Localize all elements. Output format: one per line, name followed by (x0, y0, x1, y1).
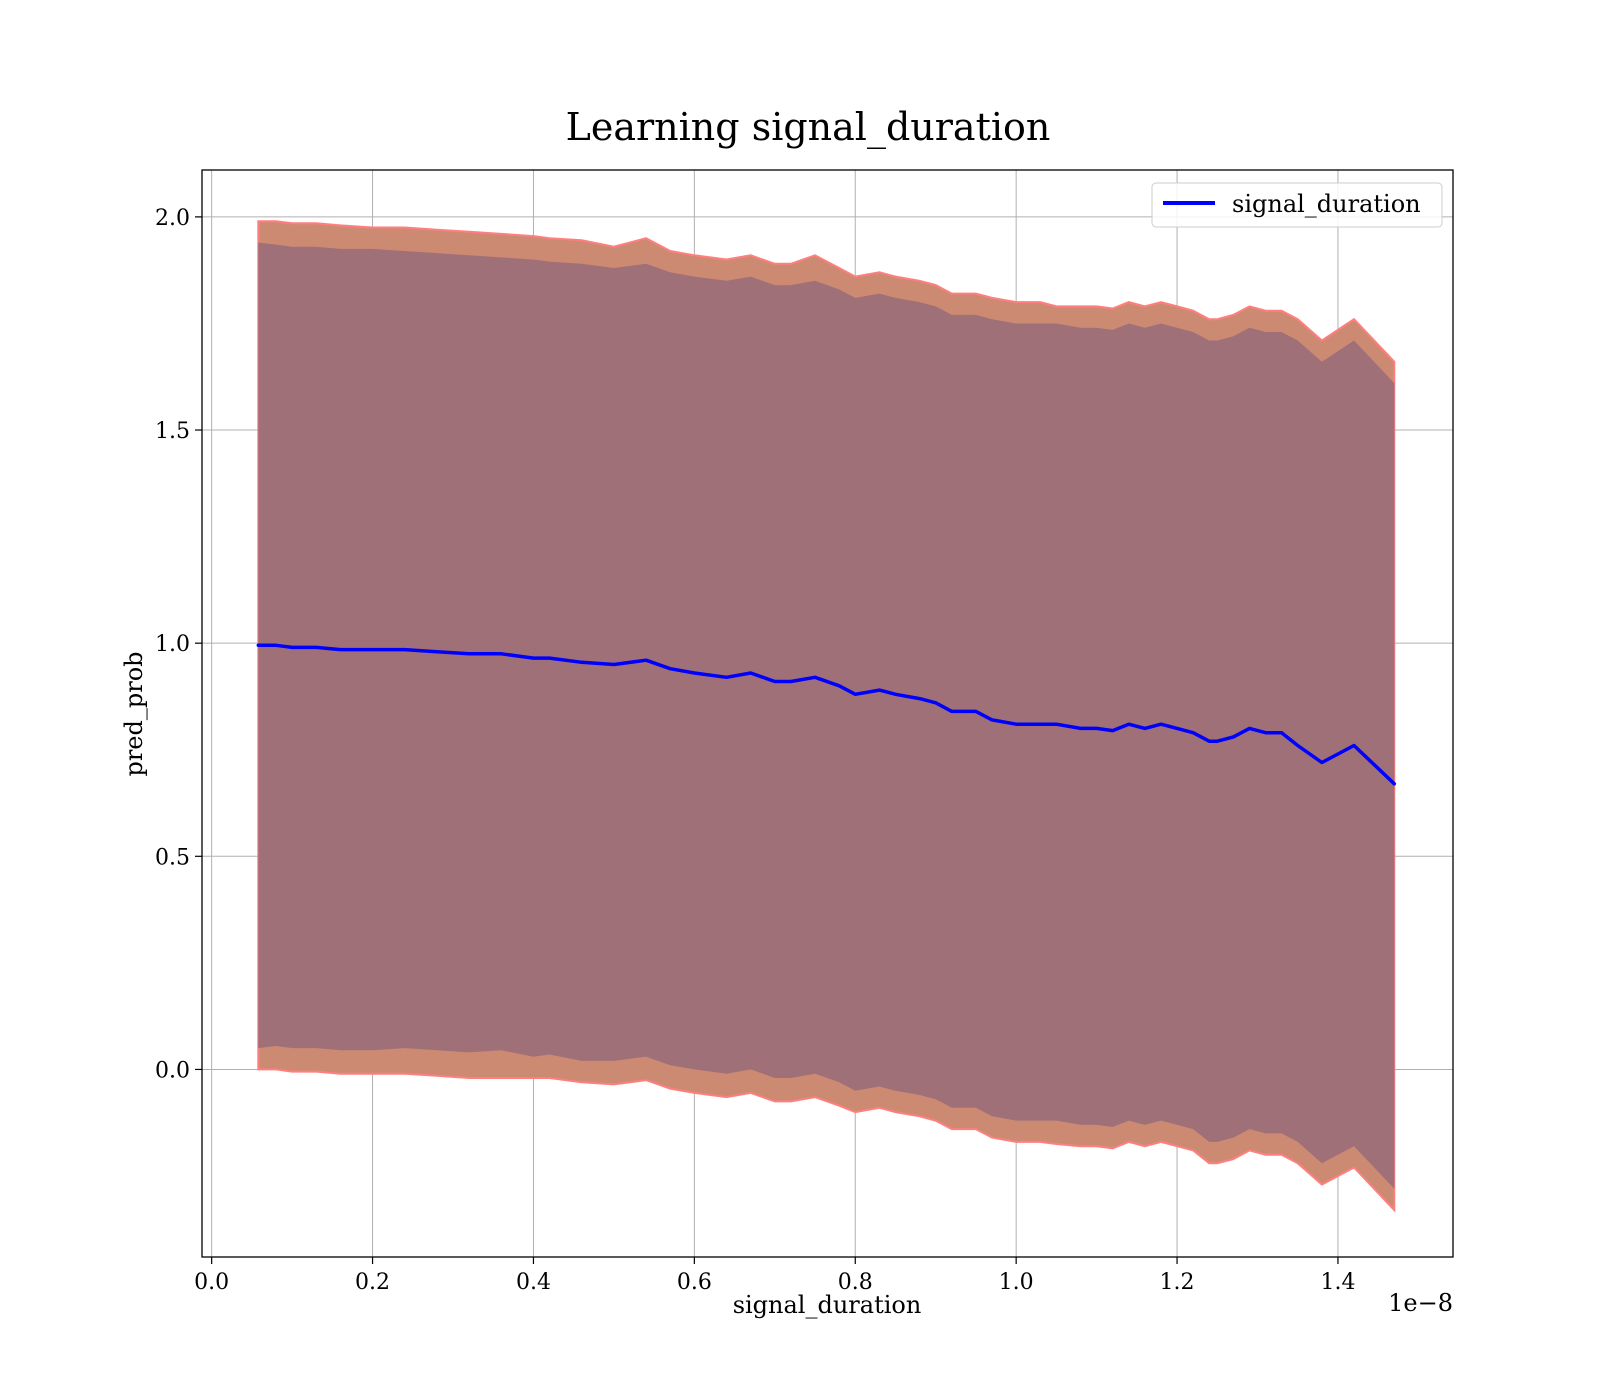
y-tick-label: 2.0 (155, 206, 190, 231)
confidence-bands (257, 220, 1396, 1213)
y-tick-label: 1.5 (155, 419, 190, 444)
x-axis-label: signal_duration (733, 1291, 922, 1319)
y-tick-label: 1.0 (155, 632, 190, 657)
x-tick-label: 0.4 (516, 1270, 551, 1295)
x-tick-label: 1.0 (999, 1270, 1034, 1295)
series-line-signal-duration (256, 643, 1397, 786)
y-axis-ticks: 0.0 0.5 1.0 1.5 2.0 (155, 206, 202, 1083)
y-axis-label: pred_prob (120, 651, 148, 776)
x-tick-label: 0.0 (194, 1270, 229, 1295)
x-tick-label: 0.6 (677, 1270, 712, 1295)
x-tick-label: 1.4 (1320, 1270, 1355, 1295)
series-lines (256, 643, 1397, 786)
x-tick-label: 0.2 (355, 1270, 390, 1295)
y-tick-label: 0.5 (155, 845, 190, 870)
y-tick-label: 0.0 (155, 1058, 190, 1083)
plot-area-frame (201, 169, 1454, 1258)
x-axis-ticks: 0.0 0.2 0.4 0.6 0.8 1.0 1.2 1.4 (194, 1257, 1355, 1295)
legend-box (1151, 182, 1443, 228)
chart-title: Learning signal_duration (566, 105, 1051, 150)
legend-label-signal-duration: signal_duration (1232, 190, 1421, 218)
legend: signal_duration (1151, 182, 1443, 228)
x-tick-label: 0.8 (838, 1270, 873, 1295)
x-tick-label: 1.2 (1160, 1270, 1195, 1295)
inner-confidence-band (258, 242, 1395, 1189)
x-axis-offset-label: 1e−8 (1388, 1289, 1453, 1317)
